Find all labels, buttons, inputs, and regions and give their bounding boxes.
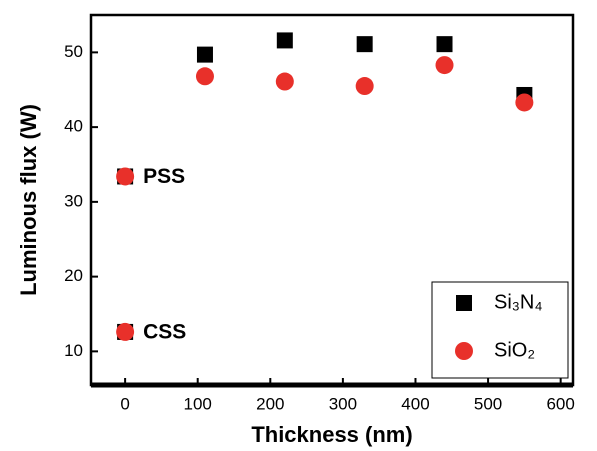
point	[435, 56, 454, 75]
legend-marker	[456, 295, 472, 311]
annotation: PSS	[143, 165, 185, 188]
x-tick-label: 300	[329, 394, 357, 413]
point	[436, 36, 453, 53]
x-tick-label: 500	[474, 394, 502, 413]
annotation: CSS	[143, 320, 186, 343]
legend-label: Si₃N₄	[494, 291, 543, 313]
y-axis-title: Luminous flux (W)	[16, 104, 41, 296]
legend-label: SiO₂	[494, 339, 535, 361]
point	[196, 46, 213, 63]
point	[515, 93, 534, 112]
point	[116, 167, 135, 186]
y-tick-label: 30	[64, 191, 83, 210]
point	[356, 36, 373, 53]
y-tick-label: 50	[64, 42, 83, 61]
point	[195, 67, 214, 86]
legend-box	[431, 281, 569, 379]
point	[275, 72, 294, 91]
y-tick-label: 40	[64, 117, 83, 136]
x-tick-label: 400	[401, 394, 429, 413]
x-tick-label: 200	[256, 394, 284, 413]
x-tick-label: 0	[120, 394, 129, 413]
x-tick-label: 100	[184, 394, 212, 413]
y-tick-label: 10	[64, 341, 83, 360]
y-tick-label: 20	[64, 266, 83, 285]
point	[276, 32, 293, 49]
point	[355, 77, 374, 96]
x-axis-title: Thickness (nm)	[251, 422, 412, 447]
point	[116, 322, 135, 341]
legend-marker	[455, 342, 473, 360]
x-tick-label: 600	[546, 394, 574, 413]
